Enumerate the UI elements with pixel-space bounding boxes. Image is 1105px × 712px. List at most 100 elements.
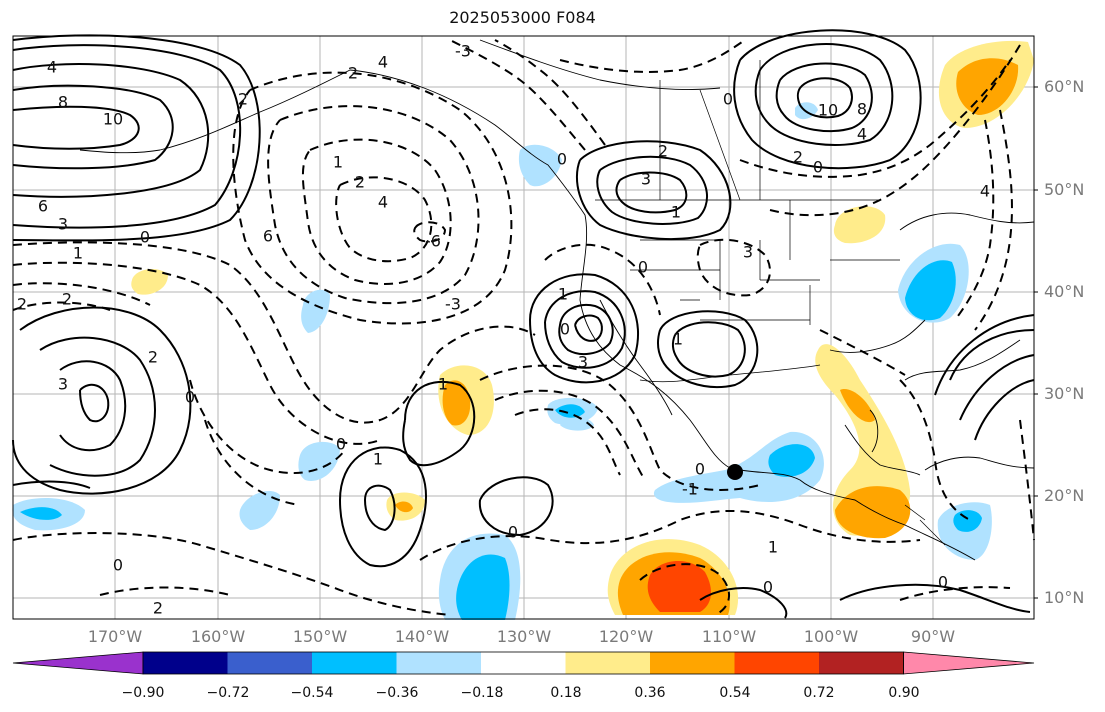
lat-label: 20°N: [1044, 486, 1085, 505]
contour-label: 2: [793, 148, 803, 167]
dashed-contour: [739, 59, 1011, 178]
solid-contour: [754, 43, 894, 146]
solid-contour: [959, 354, 1035, 421]
contour-label: 0: [638, 258, 648, 277]
colorbar-segment: [312, 652, 397, 674]
contour-label: 2: [238, 90, 248, 109]
solid-contour: [39, 336, 156, 477]
solid-contour: [575, 140, 732, 241]
dashed-contour: [12, 241, 536, 424]
contour-label: 2: [17, 295, 27, 314]
solid-contour: [934, 314, 1035, 396]
borders: [595, 60, 946, 546]
contour-label: 1: [438, 375, 448, 394]
contour-label: 0: [140, 228, 150, 247]
lon-label: 130°W: [496, 627, 552, 646]
contour-label: 0: [336, 435, 346, 454]
solid-contour: [12, 480, 91, 489]
solid-contour: [775, 62, 873, 133]
dashed-contour: [189, 379, 346, 474]
shade-region: [768, 444, 815, 477]
solid-contour: [544, 290, 626, 369]
contour-label: -3: [445, 295, 461, 314]
dashed-contour: [954, 119, 995, 321]
solid-contour: [796, 77, 853, 119]
contour-label: 1: [673, 330, 683, 349]
contour-label: 4: [980, 182, 990, 201]
solid-contour: [364, 484, 396, 532]
contour-label: 3: [578, 353, 588, 372]
colorbar-tick-label: 0.72: [803, 685, 835, 701]
map-frame: [12, 35, 1035, 620]
colorbar-tick-label: 0.36: [634, 685, 666, 701]
solid-contour: [402, 380, 476, 467]
dashed-contour: [1019, 419, 1035, 541]
contour-label: -3: [455, 42, 471, 61]
contour-label: 10: [818, 101, 838, 120]
solid-contour: [596, 155, 709, 225]
solid-contour: [12, 105, 140, 150]
dashed-contour: [514, 408, 621, 476]
coastline: [904, 339, 1021, 381]
shade-region: [239, 490, 280, 530]
colorbar-tick-label: 0.54: [719, 685, 751, 701]
lat-label: 50°N: [1044, 180, 1085, 199]
dashed-contour: [12, 261, 381, 445]
contour-label: 2: [153, 599, 163, 618]
contour-label: 1: [333, 153, 343, 172]
coastline: [869, 409, 879, 453]
lat-ticks: [1034, 86, 1038, 599]
contour-label: 2: [348, 64, 358, 83]
colorbar-segment: [143, 652, 228, 674]
colorbar-tick-label: −0.90: [121, 685, 165, 701]
colorbar-segment: [565, 652, 651, 674]
shade-region: [840, 389, 875, 423]
dashed-contour: [899, 586, 1011, 601]
dashed-contour: [819, 329, 906, 376]
solid-contour: [12, 63, 210, 198]
contour-label: 1: [671, 203, 681, 222]
dashed-contour: [559, 39, 746, 73]
contour-label: 1: [558, 285, 568, 304]
solid-contour: [656, 310, 759, 389]
contour-label: 8: [58, 93, 68, 112]
map-title: 2025053000 F084: [449, 8, 596, 27]
lon-label: 90°W: [910, 627, 956, 646]
lat-label: 60°N: [1044, 77, 1085, 96]
solid-contour: [12, 84, 174, 170]
shade-region: [395, 501, 413, 513]
shade-region: [555, 404, 585, 418]
contour-label: 0: [723, 90, 733, 109]
contour-label: 1: [73, 244, 83, 263]
solid-contour: [12, 44, 242, 229]
shade-region: [835, 486, 911, 539]
contour-label: 0: [938, 573, 948, 592]
contour-label: 0: [560, 320, 570, 339]
coastline: [479, 39, 721, 91]
solid-contour: [839, 583, 1031, 613]
contour-label: 3: [641, 170, 651, 189]
dashed-contour: [335, 176, 433, 263]
shade-region: [298, 441, 340, 481]
solid-contour: [699, 587, 788, 619]
solid-contour: [529, 273, 640, 384]
solid-contour: [12, 34, 261, 242]
lat-label: 10°N: [1044, 588, 1085, 607]
shade-region: [301, 289, 330, 333]
coastline: [924, 456, 1035, 471]
solid-contour: [949, 329, 1035, 381]
colorbar-tick-label: 0.90: [888, 685, 920, 701]
colorbar-tick-label: −0.54: [290, 685, 334, 701]
coastlines: [79, 39, 1035, 561]
dashed-contours: [12, 39, 1035, 616]
contour-label: 4: [47, 58, 57, 77]
shade-region: [131, 268, 168, 295]
contour-label: 1: [373, 450, 383, 469]
contour-label: 10: [103, 110, 123, 129]
contour-label: 4: [378, 193, 388, 212]
contour-label: 8: [857, 100, 867, 119]
border: [904, 504, 946, 546]
shade-region: [560, 417, 594, 431]
shade-region: [20, 507, 62, 520]
